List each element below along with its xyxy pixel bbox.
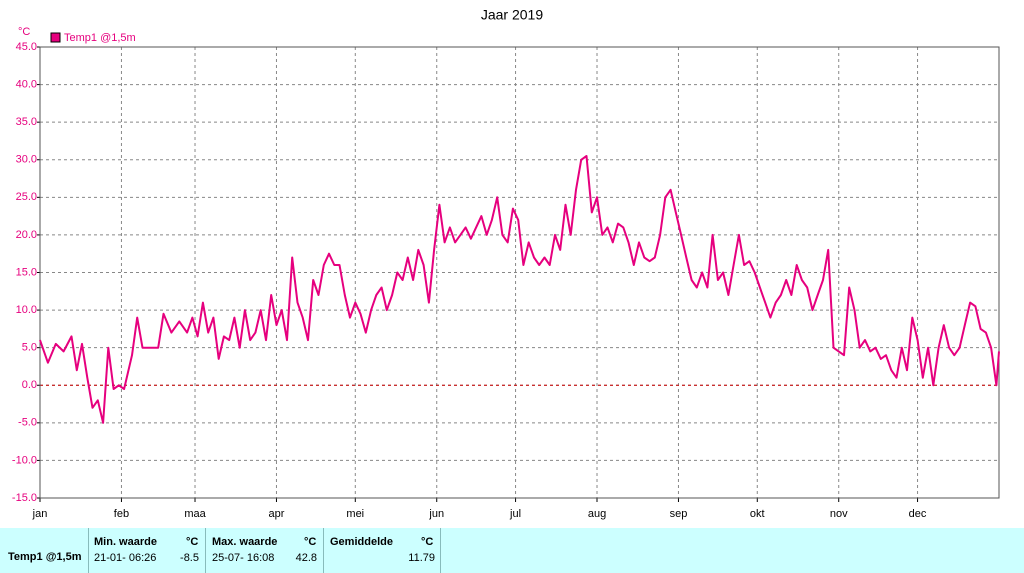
chart: Jaar 2019 °C Temp1 @1,5m -15.0 -10.0 -5.0 0…: [12, 7, 1000, 520]
col-header: Max. waarde: [212, 536, 278, 548]
value: 42.8: [295, 552, 317, 564]
y-tick-label: 10.0: [16, 304, 37, 316]
x-tick-label: sep: [670, 508, 688, 520]
row-label: Temp1 @1,5m: [8, 551, 82, 563]
x-tick-label: aug: [588, 508, 606, 520]
separator: [205, 528, 206, 573]
y-tick-label: 5.0: [22, 342, 37, 354]
x-tick-label: mei: [346, 508, 364, 520]
x-tick-label: dec: [909, 508, 927, 520]
col-header: Min. waarde: [94, 536, 157, 548]
time: 25-07- 16:08: [212, 552, 275, 564]
value: 11.79: [408, 552, 435, 564]
y-tick-label: 0.0: [22, 379, 37, 391]
y-tick-label: 25.0: [16, 191, 37, 203]
y-tick-label: -10.0: [12, 454, 37, 466]
y-tick-label: 45.0: [16, 41, 37, 53]
col-unit: °C: [421, 536, 434, 548]
x-tick-label: apr: [269, 508, 285, 520]
x-tick-label: jul: [509, 508, 521, 520]
y-tick-label: 15.0: [16, 266, 37, 278]
x-tick-label: okt: [750, 508, 765, 520]
x-tick-label: jun: [428, 508, 444, 520]
separator: [88, 528, 89, 573]
chart-title: Jaar 2019: [481, 7, 543, 23]
series-line: [39, 155, 1000, 424]
col-header: Gemiddelde: [330, 536, 393, 548]
col-unit: °C: [186, 536, 199, 548]
plot-frame: [39, 46, 1000, 499]
x-tick-label: feb: [114, 508, 129, 520]
y-tick-label: 35.0: [16, 116, 37, 128]
x-tick-label: maa: [184, 508, 206, 520]
y-tick-label: -5.0: [18, 417, 37, 429]
y-tick-label: -15.0: [12, 492, 37, 504]
stats-panel: Temp1 @1,5m Min. waarde °C 21-01- 06:26 …: [0, 528, 1024, 573]
x-tick-label: jan: [32, 508, 48, 520]
legend-swatch: [50, 32, 61, 43]
value: -8.5: [180, 552, 199, 564]
y-unit: °C: [18, 26, 30, 38]
y-tick-label: 20.0: [16, 229, 37, 241]
y-tick-label: 30.0: [16, 154, 37, 166]
legend-label: Temp1 @1,5m: [64, 32, 136, 44]
separator: [323, 528, 324, 573]
separator: [440, 528, 441, 573]
y-tick-label: 40.0: [16, 78, 37, 90]
x-tick-label: nov: [830, 508, 848, 520]
time: 21-01- 06:26: [94, 552, 157, 564]
col-unit: °C: [304, 536, 317, 548]
